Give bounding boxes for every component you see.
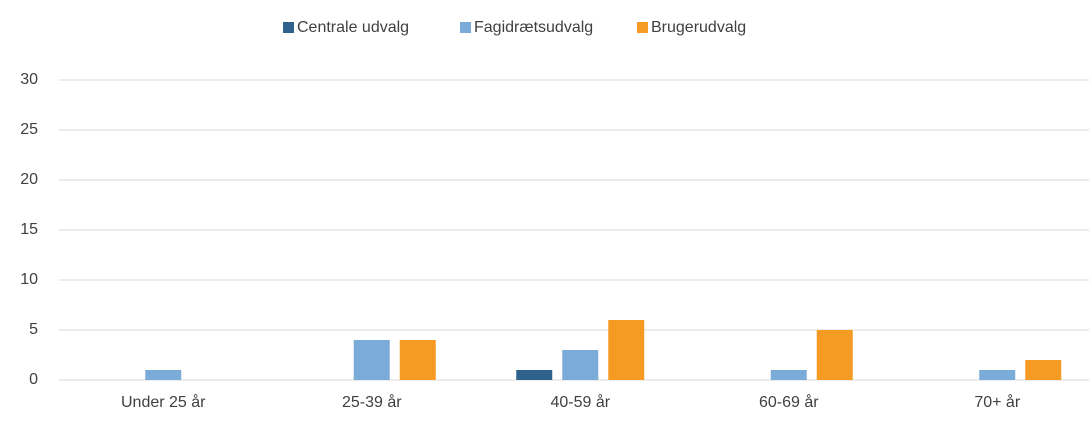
x-tick-label: 40-59 år	[550, 393, 610, 411]
bar	[1025, 360, 1062, 380]
x-tick-label: 25-39 år	[342, 393, 402, 411]
legend-swatch	[637, 22, 648, 33]
bar	[770, 370, 807, 380]
bar	[399, 340, 436, 380]
bar	[562, 350, 599, 380]
y-tick-label: 25	[20, 121, 38, 138]
bar	[353, 340, 390, 380]
bar	[516, 370, 553, 380]
bar	[816, 330, 853, 380]
x-tick-label: 60-69 år	[759, 393, 819, 411]
y-tick-label: 20	[20, 171, 38, 188]
bar	[145, 370, 182, 380]
bar	[608, 320, 645, 380]
y-tick-label: 0	[29, 371, 38, 388]
bar	[979, 370, 1016, 380]
y-tick-label: 5	[29, 321, 38, 338]
y-tick-label: 30	[20, 71, 38, 88]
x-tick-label: Under 25 år	[121, 393, 206, 411]
legend-label: Brugerudvalg	[651, 19, 746, 36]
legend-label: Centrale udvalg	[297, 19, 409, 36]
x-tick-label: 70+ år	[974, 393, 1020, 411]
y-tick-label: 15	[20, 221, 38, 238]
legend-swatch	[460, 22, 471, 33]
legend-swatch	[283, 22, 294, 33]
y-tick-label: 10	[20, 271, 38, 288]
legend-label: Fagidrætsudvalg	[474, 19, 593, 36]
